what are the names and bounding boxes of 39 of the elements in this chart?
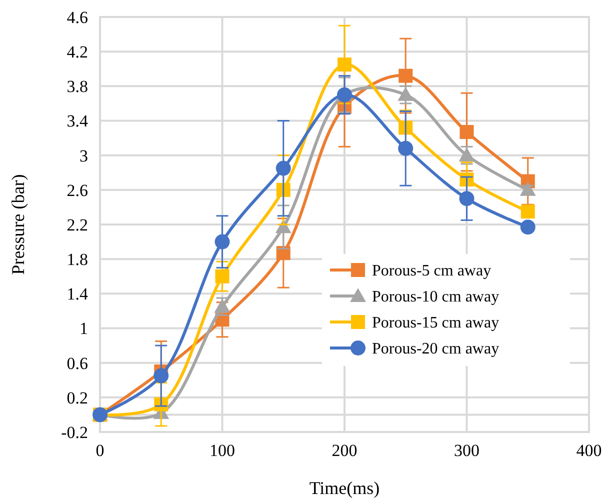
x-tick-label: 200 [332,441,358,460]
point [214,234,230,250]
y-tick-label: 2.6 [66,180,88,200]
y-tick-label: 1.4 [66,284,88,304]
y-tick-label: 4.6 [66,8,88,27]
legend-label: Porous-15 cm away [372,314,500,332]
point [520,204,535,219]
legend-label: Porous-20 cm away [372,340,500,358]
y-tick-label: 0.2 [66,388,88,408]
y-tick-label: 2.2 [66,215,88,234]
point [458,147,475,162]
point [459,191,474,206]
y-tick-label: 1 [80,319,88,338]
legend-label: Porous-5 cm away [372,262,492,280]
y-tick-label: 3 [80,146,88,166]
point [215,269,230,284]
point [154,368,169,384]
point [338,58,352,72]
y-tick-label: 3.8 [66,77,88,96]
point [214,298,230,313]
x-tick-label: 100 [210,441,235,460]
y-tick-label: 3.4 [66,112,88,131]
point [460,124,474,139]
y-tick-label: -0.2 [61,422,88,442]
y-tick-label: 4.2 [66,42,88,62]
x-tick-label: 300 [454,441,480,460]
x-tick-label: 400 [576,441,602,460]
y-tick-label: 0.6 [66,354,88,373]
point [398,68,413,83]
y-axis-title: Pressure (bar) [8,174,28,275]
x-axis-title: Time(ms) [309,478,380,498]
legend-label: Porous-10 cm away [372,288,500,306]
point [398,86,414,101]
point [520,220,536,235]
point [398,140,414,156]
y-tick-label: 1.8 [66,250,88,270]
x-tick-label: 0 [96,441,104,460]
point [520,182,536,196]
point [276,160,291,176]
